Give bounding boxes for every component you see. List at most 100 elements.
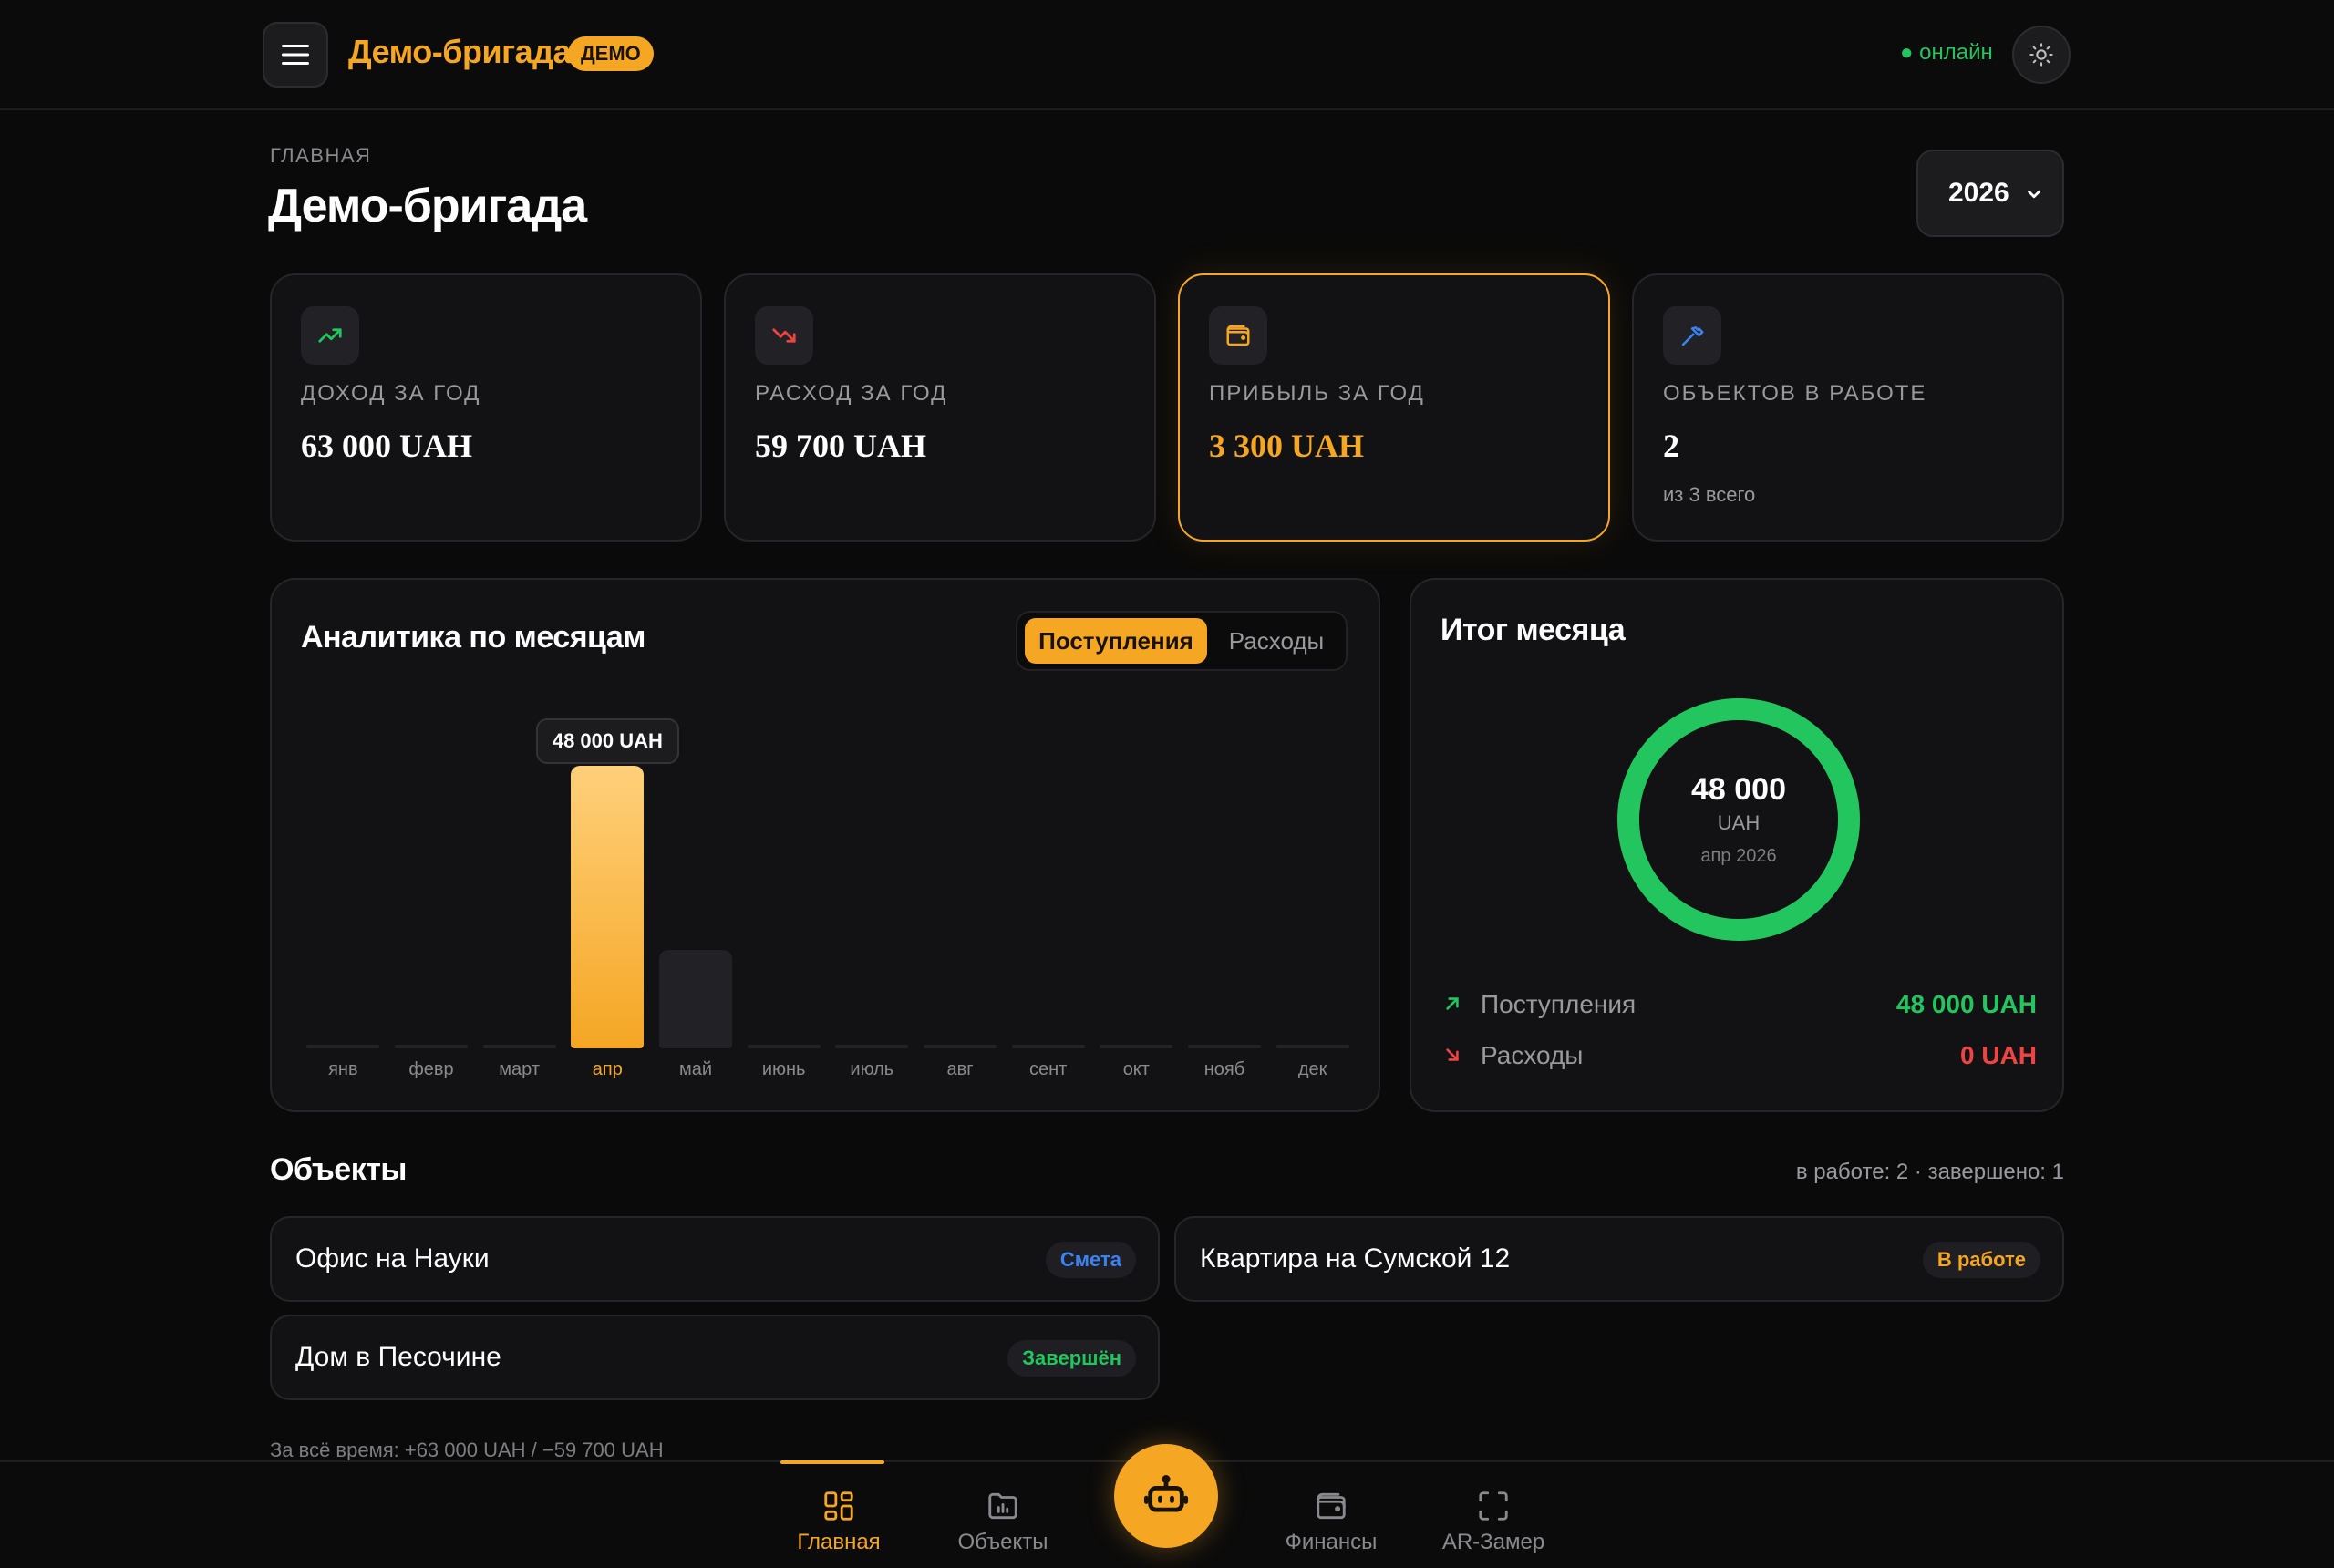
month-label-авг: авг bbox=[946, 1059, 974, 1079]
month-label-нояб: нояб bbox=[1203, 1059, 1245, 1079]
bar-окт[interactable] bbox=[1100, 1045, 1173, 1048]
nav-objects[interactable]: Объекты bbox=[930, 1462, 1076, 1568]
object-card[interactable]: Квартира на Сумской 12 В работе bbox=[1174, 1216, 2064, 1302]
stat-value: 59 700 UAH bbox=[755, 428, 926, 464]
month-label-янв: янв bbox=[328, 1059, 358, 1079]
summary-expense-row: Расходы 0 UAH bbox=[1441, 1037, 2037, 1074]
donut-value: 48 000 bbox=[1691, 772, 1786, 807]
object-name: Офис на Науки bbox=[295, 1243, 490, 1274]
breadcrumb: ГЛАВНАЯ bbox=[270, 144, 372, 167]
donut-chart bbox=[1617, 698, 1860, 941]
nav-ar-measure[interactable]: AR-Замер bbox=[1420, 1462, 1566, 1568]
stat-label: ДОХОД ЗА ГОД bbox=[301, 381, 481, 406]
object-card[interactable]: Дом в Песочине Завершён bbox=[270, 1315, 1160, 1400]
month-label-март: март bbox=[499, 1059, 541, 1079]
stat-value: 63 000 UAH bbox=[301, 428, 472, 464]
monthly-bar-chart: янв февр март 48 000 UAH апр май июнь июль авг се… bbox=[299, 689, 1357, 1090]
year-select[interactable]: 2026 bbox=[1916, 150, 2064, 237]
hamburger-icon bbox=[282, 45, 309, 65]
objects-section-title: Объекты bbox=[270, 1152, 407, 1187]
trending-up-icon bbox=[301, 306, 359, 365]
bar-апр[interactable] bbox=[571, 766, 645, 1048]
bar-нояб[interactable] bbox=[1188, 1045, 1261, 1048]
menu-button[interactable] bbox=[263, 22, 328, 88]
donut-unit: UAH bbox=[1717, 811, 1761, 834]
demo-badge: ДЕМО bbox=[568, 36, 654, 71]
month-label-июнь: июнь bbox=[761, 1059, 806, 1079]
summary-income-row: Поступления 48 000 UAH bbox=[1441, 986, 2037, 1023]
page-title: Демо-бригада bbox=[268, 180, 587, 232]
analytics-toggle: Поступления Расходы bbox=[1016, 611, 1348, 671]
nav-label: Финансы bbox=[1285, 1530, 1378, 1554]
stat-card-objects: ОБЪЕКТОВ В РАБОТЕ 2 из 3 всего bbox=[1632, 273, 2064, 542]
nav-finance[interactable]: Финансы bbox=[1258, 1462, 1404, 1568]
year-value: 2026 bbox=[1948, 178, 2009, 208]
nav-label: AR-Замер bbox=[1441, 1530, 1545, 1554]
month-label-февр: февр bbox=[408, 1059, 454, 1079]
tab-expense[interactable]: Расходы bbox=[1228, 627, 1325, 655]
bar-июль[interactable] bbox=[835, 1045, 909, 1048]
month-label-апр: апр bbox=[592, 1059, 623, 1079]
bar-янв[interactable] bbox=[306, 1045, 380, 1048]
analytics-title: Аналитика по месяцам bbox=[301, 620, 645, 655]
stat-card-expense: РАСХОД ЗА ГОД 59 700 UAH bbox=[724, 273, 1156, 542]
brand-name: Демо-бригада bbox=[348, 33, 572, 70]
stat-subtext: из 3 всего bbox=[1663, 483, 1756, 506]
nav-label: Объекты bbox=[957, 1530, 1048, 1554]
summary-title: Итог месяца bbox=[1441, 613, 1626, 647]
expense-value: 0 UAH bbox=[1959, 1041, 2037, 1069]
bar-июнь[interactable] bbox=[747, 1045, 821, 1048]
income-value: 48 000 UAH bbox=[1895, 990, 2037, 1018]
bar-февр[interactable] bbox=[395, 1045, 468, 1048]
bar-дек[interactable] bbox=[1275, 1045, 1349, 1048]
status-badge: Завершён bbox=[1007, 1340, 1136, 1377]
wallet-icon bbox=[1309, 1484, 1353, 1528]
hammer-icon bbox=[1663, 306, 1721, 365]
month-label-июль: июль bbox=[850, 1059, 894, 1079]
object-name: Дом в Песочине bbox=[295, 1342, 501, 1372]
object-card[interactable]: Офис на Науки Смета bbox=[270, 1216, 1160, 1302]
nav-label: Главная bbox=[797, 1530, 881, 1554]
month-label-дек: дек bbox=[1297, 1059, 1327, 1079]
chevron-down-icon bbox=[2028, 190, 2040, 199]
tab-income[interactable]: Поступления bbox=[1025, 618, 1207, 664]
nav-home[interactable]: Главная bbox=[766, 1460, 912, 1568]
online-status: ● онлайн bbox=[1900, 40, 1993, 65]
bar-сент[interactable] bbox=[1011, 1045, 1085, 1048]
month-label-окт: окт bbox=[1122, 1059, 1150, 1079]
donut-period: апр 2026 bbox=[1700, 846, 1777, 866]
wallet-icon bbox=[1209, 306, 1267, 365]
donut-center: 48 000 UAH апр 2026 bbox=[1616, 696, 1862, 943]
stat-label: ПРИБЫЛЬ ЗА ГОД bbox=[1209, 381, 1425, 406]
stat-value: 3 300 UAH bbox=[1209, 428, 1364, 464]
top-bar: Демо-бригада ДЕМО ● онлайн bbox=[0, 0, 2334, 110]
theme-toggle-button[interactable] bbox=[2012, 26, 2071, 84]
robot-icon bbox=[1143, 1475, 1189, 1512]
all-time-footnote: За всё время: +63 000 UAH / −59 700 UAH bbox=[270, 1439, 664, 1461]
bar-tooltip: 48 000 UAH bbox=[535, 718, 679, 764]
analytics-card: Аналитика по месяцам Поступления Расходы… bbox=[270, 578, 1380, 1112]
arrow-up-right-icon bbox=[1446, 997, 1459, 1010]
month-label-сент: сент bbox=[1028, 1059, 1068, 1079]
stat-card-profit: ПРИБЫЛЬ ЗА ГОД 3 300 UAH bbox=[1178, 273, 1610, 542]
bar-март[interactable] bbox=[482, 1045, 556, 1048]
folder-chart-icon bbox=[981, 1484, 1025, 1528]
expense-label: Расходы bbox=[1481, 1041, 1584, 1069]
arrow-down-right-icon bbox=[1446, 1048, 1459, 1061]
bar-май[interactable] bbox=[659, 949, 732, 1048]
object-name: Квартира на Сумской 12 bbox=[1200, 1243, 1511, 1274]
bar-авг[interactable] bbox=[924, 1045, 997, 1048]
scan-frame-icon bbox=[1472, 1484, 1515, 1528]
stat-label: ОБЪЕКТОВ В РАБОТЕ bbox=[1663, 381, 1927, 406]
assistant-bot-button[interactable] bbox=[1114, 1444, 1218, 1548]
dashboard-icon bbox=[817, 1484, 861, 1528]
sun-icon bbox=[2029, 43, 2053, 67]
stat-card-income: ДОХОД ЗА ГОД 63 000 UAH bbox=[270, 273, 702, 542]
month-summary-card: Итог месяца 48 000 UAH апр 2026 Поступле… bbox=[1410, 578, 2064, 1112]
stat-value: 2 bbox=[1663, 428, 1679, 464]
status-badge: Смета bbox=[1045, 1242, 1136, 1278]
objects-meta: в работе: 2 · завершено: 1 bbox=[1795, 1160, 2064, 1184]
trending-down-icon bbox=[755, 306, 813, 365]
stat-label: РАСХОД ЗА ГОД bbox=[755, 381, 948, 406]
income-label: Поступления bbox=[1481, 990, 1637, 1018]
